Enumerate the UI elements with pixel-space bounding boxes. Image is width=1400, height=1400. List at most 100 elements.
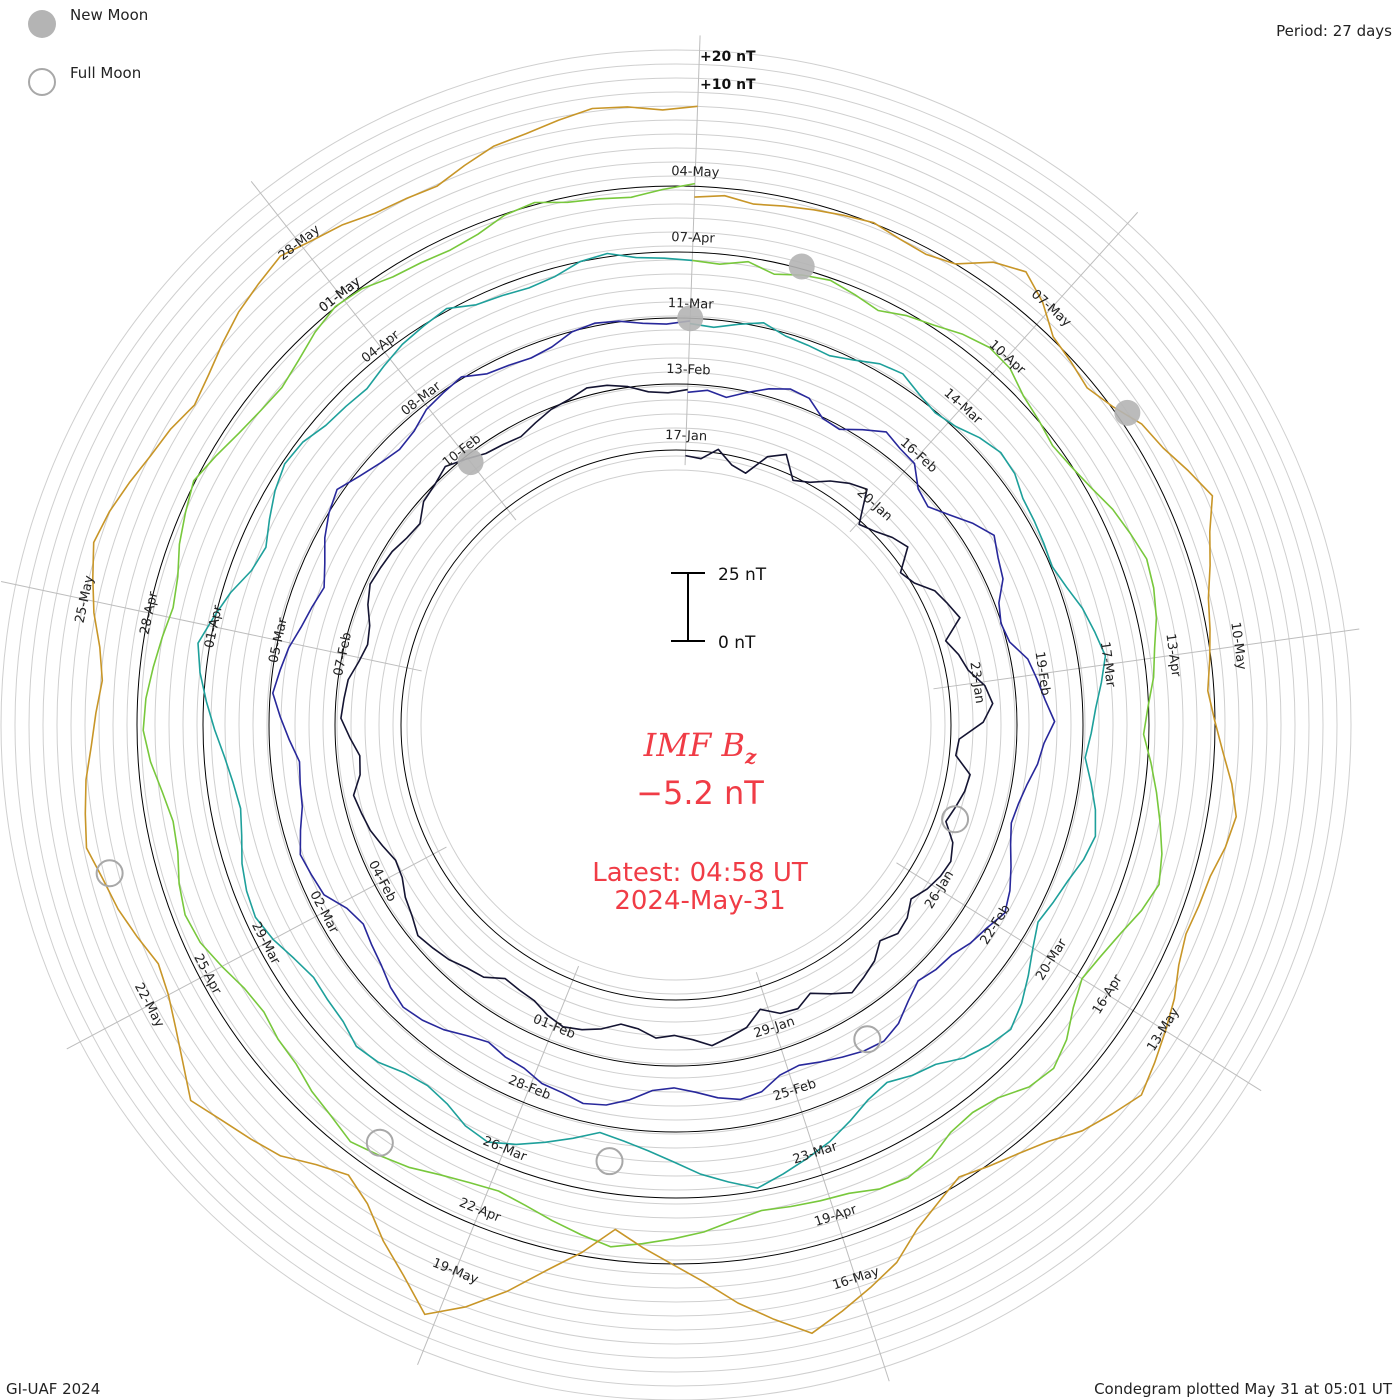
tick-label: 10-May [1227, 621, 1249, 671]
tick-label: 19-May [430, 1256, 481, 1288]
grid-ring [98, 147, 1254, 1303]
new-moon-marker-11-Mar [677, 305, 704, 332]
grid-ring [28, 77, 1324, 1373]
grid-ring [70, 119, 1282, 1331]
zero-ring-04-May [136, 185, 1216, 1265]
grid-ring [168, 217, 1184, 1233]
new-moon-icon [28, 10, 56, 38]
tick-label: 01-Apr [202, 603, 226, 649]
bz-series-07-Apr [142, 182, 1163, 1248]
grid-ring [56, 105, 1296, 1345]
tick-label: 17-Mar [1097, 641, 1118, 689]
legend-full-moon-label: Full Moon [70, 64, 142, 82]
grid-ring [238, 287, 1114, 1163]
scale-label-plus10: +10 nT [700, 77, 756, 93]
grid-ring [42, 91, 1310, 1359]
zero-ring-13-Feb [334, 383, 1018, 1067]
tick-label: 28-Feb [506, 1073, 553, 1103]
grid-ring [294, 343, 1058, 1107]
new-moon-marker-08-May [1114, 399, 1141, 426]
grid-ring [140, 189, 1212, 1261]
day-spoke [896, 862, 1262, 1092]
tick-label: 01-Feb [531, 1012, 578, 1042]
zero-ring-07-Apr [202, 251, 1150, 1199]
bz-series-11-Mar [197, 252, 1107, 1189]
grid-ring [378, 427, 974, 1023]
grid-ring [392, 441, 960, 1009]
latest-time: Latest: 04:58 UT [592, 858, 808, 888]
tick-label: 17-Jan [665, 428, 707, 444]
tick-label: 23-Jan [966, 661, 987, 705]
grid-ring [252, 301, 1100, 1149]
full-moon-icon [28, 68, 56, 96]
grid-ring [350, 399, 1002, 1051]
bz-series-04-May [84, 105, 1237, 1335]
tick-label: 10-Apr [986, 337, 1029, 378]
legend-new-moon: New Moon [28, 6, 148, 38]
grid-ring [126, 175, 1226, 1275]
grid-ring [196, 245, 1156, 1205]
full-moon-marker-23-Apr [365, 1128, 394, 1157]
bz-value: −5.2 nT [636, 774, 764, 812]
legend-full-moon: Full Moon [28, 64, 141, 96]
scale-bar: 25 nT 0 nT [671, 565, 767, 653]
grid-ring [84, 133, 1268, 1317]
day-spoke [849, 211, 1139, 533]
grid-ring [224, 273, 1128, 1177]
moon-markers [95, 253, 1141, 1176]
tick-label: 26-Mar [481, 1134, 530, 1165]
tick-label: 19-Feb [1032, 651, 1053, 697]
bz-series-13-Feb [272, 320, 1056, 1106]
tick-label: 13-Feb [666, 362, 711, 379]
credit-label: GI-UAF 2024 [6, 1380, 101, 1398]
tick-label: 04-Apr [359, 327, 403, 366]
day-spoke [66, 846, 447, 1050]
tick-label: 01-May [317, 274, 364, 316]
scale-label-plus20: +20 nT [700, 49, 756, 65]
day-spoke [755, 972, 890, 1382]
plotted-timestamp: Condegram plotted May 31 at 05:01 UT [1094, 1380, 1392, 1398]
full-moon-marker-25-Mar [595, 1147, 624, 1176]
imf-title-text: IMF B [643, 726, 745, 764]
tick-label: 22-Apr [457, 1195, 504, 1225]
grid-ring [308, 357, 1044, 1093]
day-spokes [0, 35, 1360, 1382]
grid-ring [280, 329, 1072, 1121]
legend-new-moon-label: New Moon [70, 6, 149, 24]
scale-bar-top-label: 25 nT [718, 565, 767, 585]
full-moon-marker-24-Feb [853, 1025, 882, 1054]
day-spoke [933, 628, 1360, 690]
new-moon-marker-10-Feb [457, 449, 484, 476]
day-spoke [0, 581, 422, 672]
tick-label: 13-Apr [1162, 633, 1183, 679]
grid-ring [406, 455, 946, 995]
grid-ring [266, 315, 1086, 1135]
imf-title-subscript: z [744, 744, 757, 769]
tick-label: 16-May [831, 1264, 882, 1293]
grid-ring [336, 385, 1016, 1065]
grid-ring [112, 161, 1240, 1289]
bz-series-17-Jan [340, 384, 994, 1047]
new-moon-marker-08-Apr [788, 253, 815, 280]
zero-ring-17-Jan [400, 449, 952, 1001]
grid-ring [154, 203, 1198, 1247]
bz-series-group [84, 105, 1237, 1335]
scale-bar-bottom-label: 0 nT [718, 633, 756, 653]
tick-label: 07-Feb [331, 631, 355, 677]
imf-title: IMF Bz [0, 726, 1400, 768]
tick-label: 29-Jan [752, 1014, 797, 1041]
tick-label: 13-May [1144, 1005, 1182, 1054]
tick-label: 28-Apr [138, 590, 162, 636]
period-label: Period: 27 days [1276, 22, 1392, 40]
grid-ring [364, 413, 988, 1037]
grid-ring [420, 469, 932, 981]
full-moon-marker-23-May [95, 859, 124, 888]
day-spoke [417, 965, 580, 1365]
latest-date: 2024-May-31 [614, 886, 786, 916]
tick-label: 07-Apr [671, 230, 716, 247]
reference-grid [0, 49, 1352, 1400]
full-moon-marker-25-Jan [941, 805, 970, 834]
tick-label: 11-Mar [668, 296, 715, 313]
zero-ring-11-Mar [268, 317, 1084, 1133]
